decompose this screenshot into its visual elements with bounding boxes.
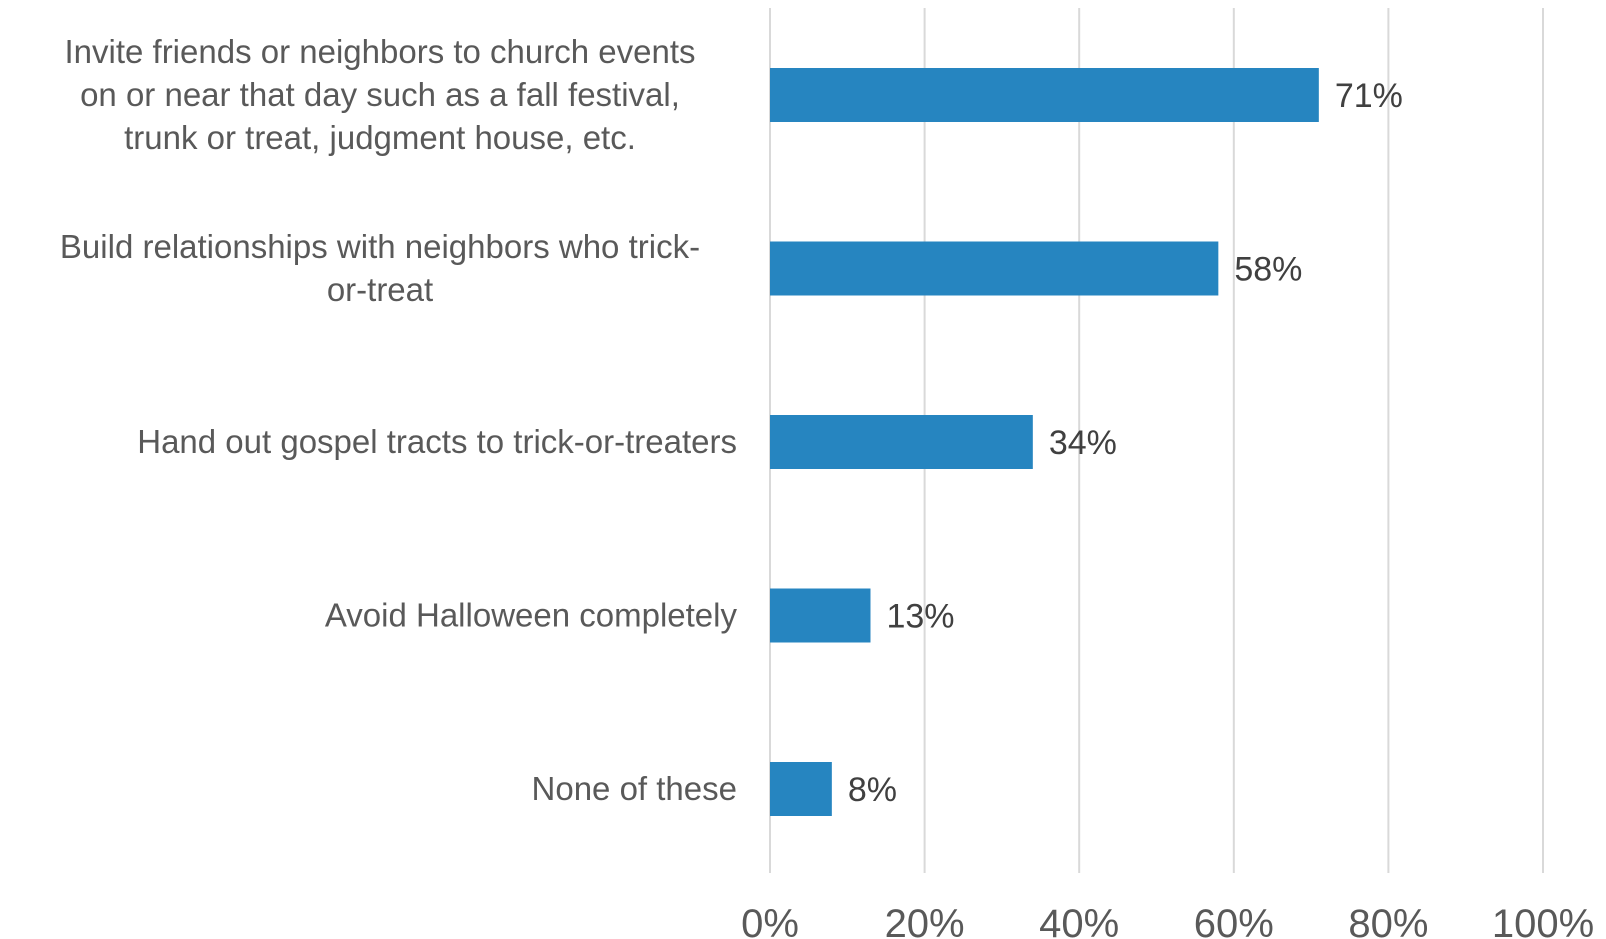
data-labels: 71% 58% 34% 13% 8% (848, 77, 1403, 809)
category-label: Build relationships with neighbors who t… (60, 228, 700, 308)
data-label: 8% (848, 771, 897, 809)
category-label: Hand out gospel tracts to trick-or-treat… (137, 423, 737, 460)
bar (770, 68, 1319, 122)
category-label-line: None of these (532, 770, 737, 807)
x-tick-label: 20% (885, 902, 965, 939)
data-label: 58% (1234, 251, 1302, 289)
x-axis-tick-labels: 0% 20% 40% 60% 80% 100% (741, 902, 1594, 939)
data-label: 13% (886, 598, 954, 636)
category-label: None of these (532, 770, 737, 807)
bar (770, 241, 1219, 296)
x-tick-label: 80% (1348, 902, 1428, 939)
category-label-line: Invite friends or neighbors to church ev… (64, 33, 695, 70)
category-labels: Invite friends or neighbors to church ev… (60, 33, 738, 807)
category-label: Avoid Halloween completely (325, 597, 738, 634)
x-tick-label: 60% (1194, 902, 1274, 939)
category-label-line: Hand out gospel tracts to trick-or-treat… (137, 423, 737, 460)
data-label: 34% (1049, 424, 1117, 462)
bar (770, 415, 1033, 469)
category-label-line: Avoid Halloween completely (325, 597, 738, 634)
bars (770, 68, 1319, 816)
x-tick-label: 40% (1039, 902, 1119, 939)
data-label: 71% (1335, 77, 1403, 115)
bar (770, 762, 832, 816)
category-label-line: trunk or treat, judgment house, etc. (124, 119, 636, 156)
category-label-line: or-treat (327, 271, 433, 308)
category-label: Invite friends or neighbors to church ev… (64, 33, 695, 156)
category-label-line: on or near that day such as a fall festi… (80, 76, 680, 113)
gridlines (769, 8, 1544, 873)
category-label-line: Build relationships with neighbors who t… (60, 228, 700, 265)
x-tick-label: 0% (741, 902, 799, 939)
bar (770, 588, 871, 643)
x-tick-label: 100% (1492, 902, 1594, 939)
